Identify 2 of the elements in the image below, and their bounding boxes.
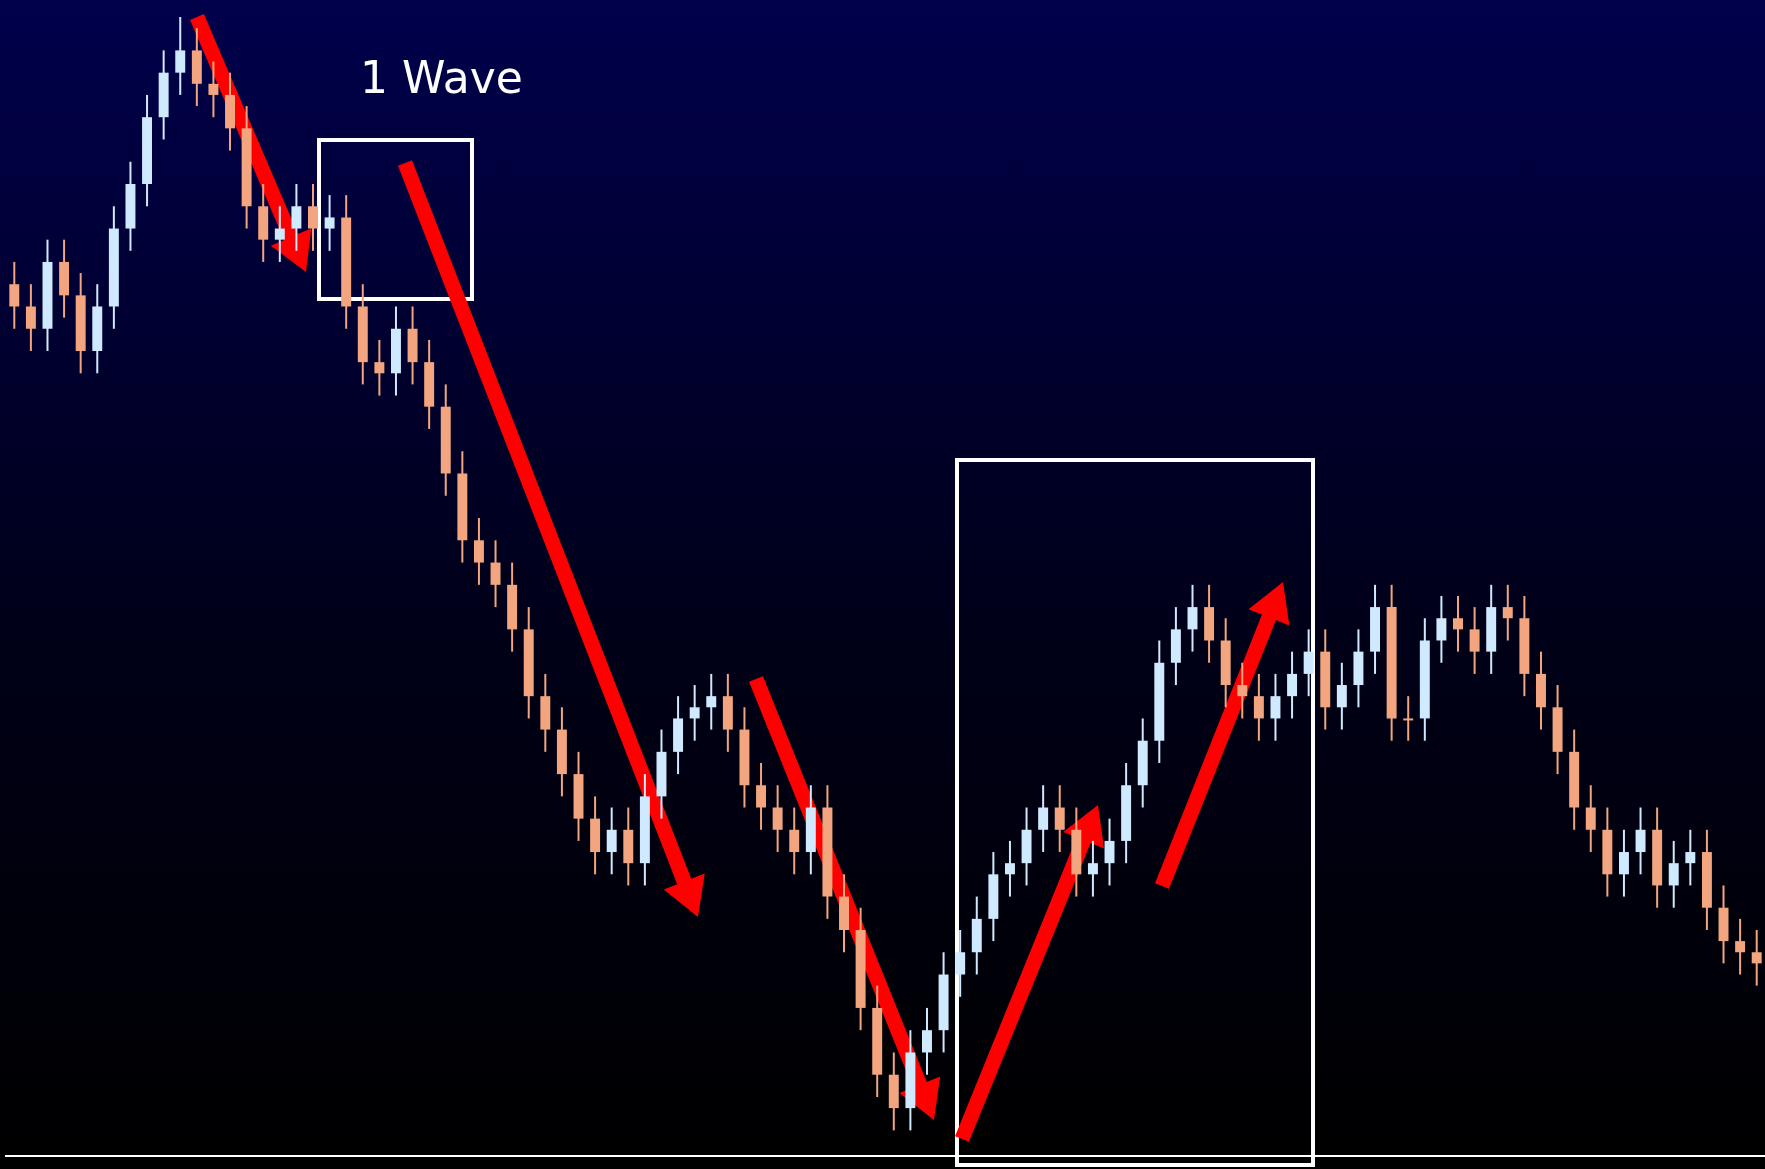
- candlestick: [1403, 696, 1414, 741]
- annotation: 1 Wave: [360, 52, 523, 103]
